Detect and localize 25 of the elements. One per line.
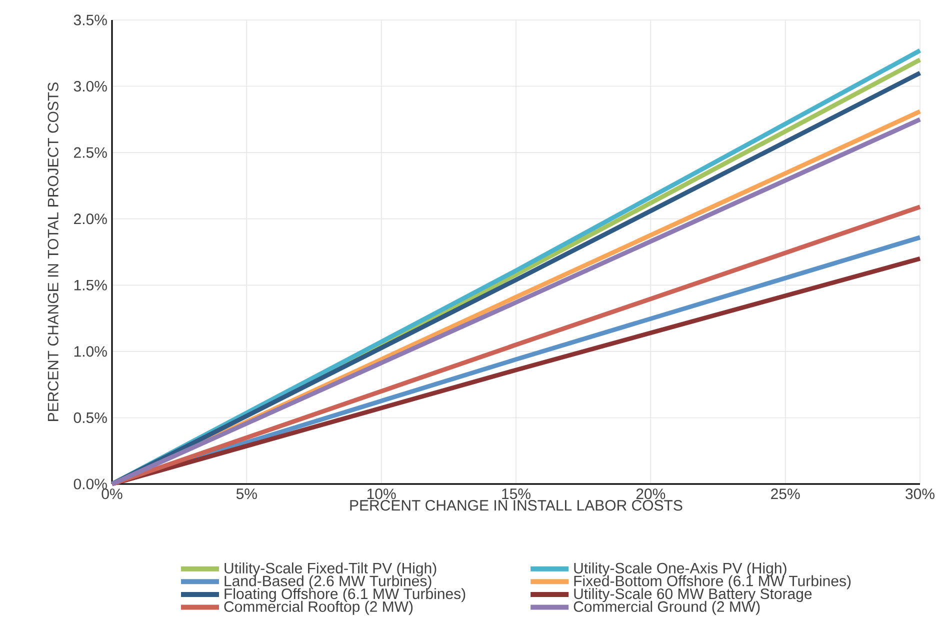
- legend-label: Utility-Scale One-Axis PV (High): [574, 562, 786, 576]
- legend-label: Commercial Ground (2 MW): [574, 600, 760, 615]
- y-tick-label: 3.5%: [74, 14, 107, 26]
- legend-label: Land-Based (2.6 MW Turbines): [224, 575, 432, 590]
- y-tick-label: 0.5%: [74, 412, 107, 424]
- x-tick-label: 25%: [771, 488, 800, 500]
- y-tick-label: 2.0%: [74, 214, 107, 224]
- legend-label: Floating Offshore (6.1 MW Turbines): [224, 588, 466, 602]
- x-tick-label: 10%: [367, 488, 396, 500]
- y-tick-label: 3.0%: [74, 80, 107, 92]
- y-tick-label: 0.0%: [74, 478, 107, 490]
- y-axis-title: PERCENT CHANGE IN TOTAL PROJECT COSTS: [48, 82, 58, 421]
- x-tick-label: 5%: [236, 488, 257, 500]
- y-tick-label: 2.5%: [74, 147, 107, 158]
- y-tick-label: 1.0%: [74, 346, 107, 357]
- x-tick-label: 0%: [102, 488, 122, 500]
- x-tick-label: 20%: [636, 488, 666, 500]
- legend-label: Utility-Scale 60 MW Battery Storage: [574, 588, 812, 602]
- x-axis-title: PERCENT CHANGE IN INSTALL LABOR COSTS: [350, 500, 682, 511]
- legend-label: Fixed-Bottom Offshore (6.1 MW Turbines): [574, 575, 851, 590]
- x-tick-label: 15%: [502, 488, 530, 500]
- x-tick-label: 30%: [906, 488, 934, 500]
- legend-label: Utility-Scale Fixed-Tilt PV (High): [224, 562, 436, 576]
- y-tick-label: 1.5%: [74, 280, 107, 290]
- legend-label: Commercial Rooftop (2 MW): [224, 600, 413, 615]
